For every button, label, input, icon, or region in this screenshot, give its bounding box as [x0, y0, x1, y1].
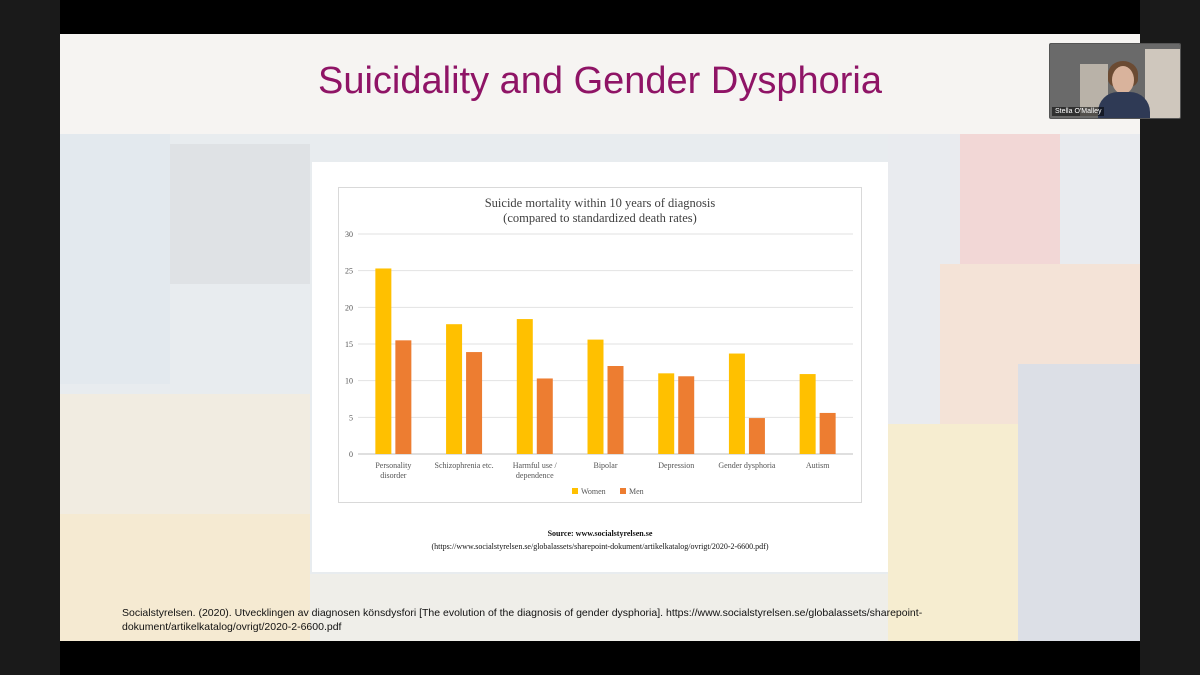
bar-men	[395, 340, 412, 454]
x-tick-label: Personality	[375, 461, 411, 470]
slide-title: Suicidality and Gender Dysphoria	[318, 60, 882, 102]
presentation-slide: Suicidality and Gender Dysphoria Suicide…	[60, 34, 1140, 641]
bar-women	[587, 339, 604, 454]
y-tick-label: 0	[349, 450, 353, 459]
participant-body	[1098, 92, 1150, 118]
y-tick-label: 15	[345, 340, 353, 349]
chart-frame: Suicide mortality within 10 years of dia…	[338, 187, 862, 503]
bar-women	[658, 373, 675, 454]
legend-swatch	[620, 488, 626, 494]
x-tick-label: disorder	[380, 471, 407, 480]
participant-name: Stella O'Malley	[1052, 107, 1105, 116]
legend-swatch	[572, 488, 578, 494]
y-tick-label: 5	[349, 413, 353, 422]
left-letterbox	[0, 0, 60, 675]
wall-panel	[1145, 49, 1180, 118]
bar-chart: Suicide mortality within 10 years of dia…	[345, 196, 853, 496]
y-tick-label: 30	[345, 230, 353, 239]
chart-subtitle: (compared to standardized death rates)	[503, 211, 697, 225]
source-url: (https://www.socialstyrelsen.se/globalas…	[431, 542, 769, 551]
participant-face	[1112, 66, 1134, 94]
chart-card: Suicide mortality within 10 years of dia…	[312, 162, 888, 572]
chart-title: Suicide mortality within 10 years of dia…	[485, 196, 716, 210]
bar-men	[819, 412, 836, 454]
y-tick-label: 20	[345, 303, 353, 312]
x-tick-label: Autism	[806, 461, 830, 470]
bar-men	[607, 366, 624, 454]
y-tick-label: 10	[345, 377, 353, 386]
x-tick-label: Harmful use /	[513, 461, 558, 470]
bar-men	[536, 378, 553, 454]
bar-men	[678, 376, 695, 454]
x-tick-label: Gender dysphoria	[718, 461, 776, 470]
bar-women	[728, 353, 745, 454]
source-label: Source: www.socialstyrelsen.se	[547, 529, 653, 538]
bar-men	[466, 352, 483, 454]
citation-text: Socialstyrelsen. (2020). Utvecklingen av…	[122, 607, 923, 633]
webcam-thumbnail[interactable]: Stella O'Malley	[1049, 43, 1181, 119]
x-tick-label: dependence	[516, 471, 554, 480]
bar-women	[375, 268, 392, 454]
x-tick-label: Depression	[658, 461, 694, 470]
x-tick-label: Bipolar	[594, 461, 618, 470]
y-tick-label: 25	[345, 267, 353, 276]
bar-men	[748, 418, 765, 454]
legend-label: Men	[629, 487, 644, 496]
legend-label: Women	[581, 487, 606, 496]
bar-women	[799, 374, 816, 454]
bar-women	[446, 324, 463, 454]
bar-women	[516, 319, 533, 454]
x-tick-label: Schizophrenia etc.	[435, 461, 494, 470]
